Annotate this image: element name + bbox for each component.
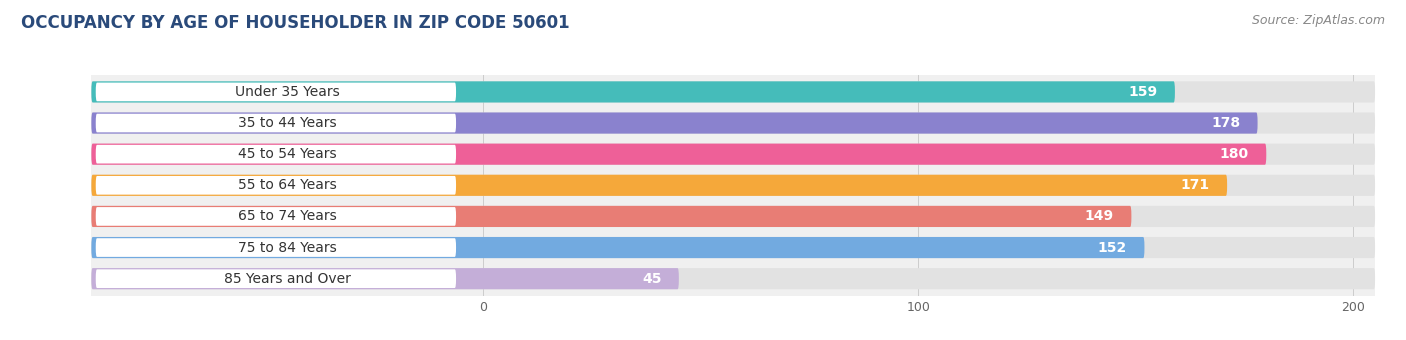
Text: 180: 180	[1220, 147, 1249, 161]
FancyBboxPatch shape	[91, 113, 1375, 134]
FancyBboxPatch shape	[91, 268, 1375, 289]
FancyBboxPatch shape	[91, 81, 1175, 102]
Text: 45: 45	[643, 272, 661, 286]
FancyBboxPatch shape	[91, 237, 1375, 258]
FancyBboxPatch shape	[91, 237, 1144, 258]
FancyBboxPatch shape	[96, 238, 456, 257]
FancyBboxPatch shape	[91, 268, 679, 289]
Text: 55 to 64 Years: 55 to 64 Years	[238, 178, 336, 192]
Text: 152: 152	[1098, 241, 1128, 255]
Text: 149: 149	[1085, 209, 1114, 223]
Text: 85 Years and Over: 85 Years and Over	[224, 272, 350, 286]
Text: 159: 159	[1129, 85, 1157, 99]
FancyBboxPatch shape	[91, 143, 1375, 165]
FancyBboxPatch shape	[91, 206, 1132, 227]
Text: 75 to 84 Years: 75 to 84 Years	[238, 241, 336, 255]
FancyBboxPatch shape	[96, 207, 456, 226]
FancyBboxPatch shape	[91, 206, 1375, 227]
Text: 45 to 54 Years: 45 to 54 Years	[238, 147, 336, 161]
FancyBboxPatch shape	[96, 269, 456, 288]
FancyBboxPatch shape	[96, 114, 456, 132]
FancyBboxPatch shape	[91, 143, 1267, 165]
FancyBboxPatch shape	[96, 145, 456, 164]
Text: Source: ZipAtlas.com: Source: ZipAtlas.com	[1251, 14, 1385, 27]
Text: 171: 171	[1181, 178, 1209, 192]
Text: 65 to 74 Years: 65 to 74 Years	[238, 209, 336, 223]
FancyBboxPatch shape	[96, 83, 456, 101]
Text: 35 to 44 Years: 35 to 44 Years	[238, 116, 336, 130]
Text: OCCUPANCY BY AGE OF HOUSEHOLDER IN ZIP CODE 50601: OCCUPANCY BY AGE OF HOUSEHOLDER IN ZIP C…	[21, 14, 569, 32]
Text: Under 35 Years: Under 35 Years	[235, 85, 340, 99]
FancyBboxPatch shape	[91, 175, 1227, 196]
FancyBboxPatch shape	[91, 175, 1375, 196]
FancyBboxPatch shape	[96, 176, 456, 194]
FancyBboxPatch shape	[91, 113, 1257, 134]
Text: 178: 178	[1211, 116, 1240, 130]
FancyBboxPatch shape	[91, 81, 1375, 102]
